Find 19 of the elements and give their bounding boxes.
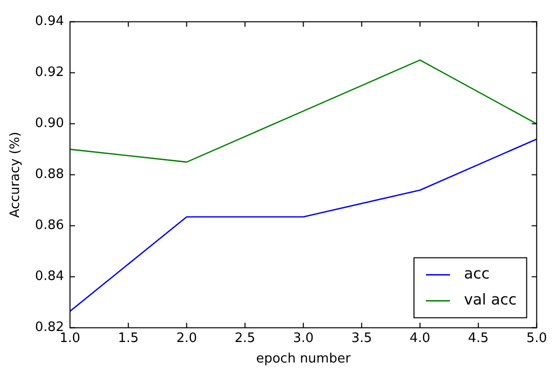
y-tick-label: 0.84 [35,269,64,284]
x-tick-label: 4.5 [468,330,489,346]
y-tick-label: 0.88 [35,167,64,182]
x-tick-label: 3.0 [292,330,314,346]
x-tick-label: 4.0 [410,330,430,346]
x-tick-label: 5.0 [526,330,548,346]
y-tick-label: 0.92 [35,65,64,80]
y-tick-label: 0.90 [35,116,64,132]
y-axis-title: Accuracy (%) [8,132,24,218]
y-tick-label: 0.94 [35,14,64,30]
x-tick-label: 2.5 [234,330,256,346]
legend-label: acc [464,264,490,283]
x-tick-label: 2.0 [176,330,198,346]
x-tick-label: 3.5 [351,330,372,346]
x-tick-label: 1.0 [60,330,80,346]
y-tick-label: 0.86 [35,218,64,234]
x-tick-label: 1.5 [118,330,139,346]
legend-label: val acc [464,290,517,309]
x-axis-title: epoch number [256,352,352,367]
